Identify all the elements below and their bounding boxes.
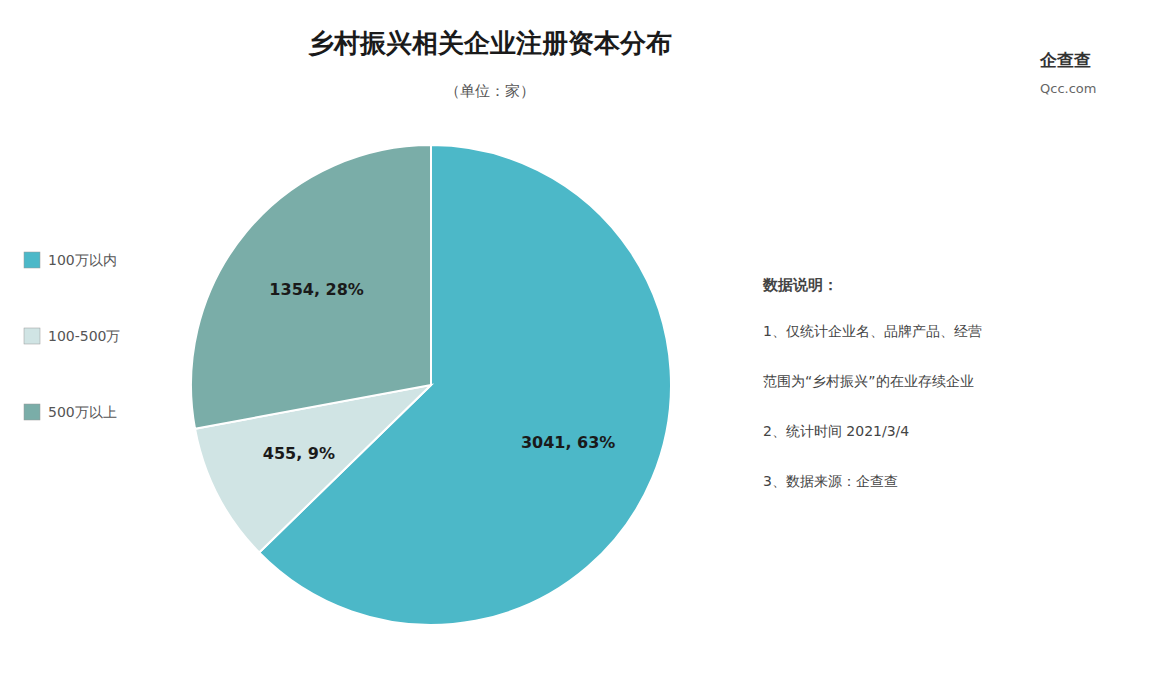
pie <box>191 145 671 625</box>
legend-item: 100万以内 <box>24 252 117 268</box>
legend-label: 100万以内 <box>48 252 117 268</box>
data-label: 3041, 63% <box>521 433 615 452</box>
legend-swatch <box>24 252 40 268</box>
legend-swatch <box>24 328 40 344</box>
data-label: 455, 9% <box>263 444 335 463</box>
chart: 乡村振兴相关企业注册资本分布 （单位：家） 3041, 63% 455, 9% 1354… <box>0 0 1165 686</box>
legend-swatch <box>24 404 40 420</box>
logo: 企查查 Qcc.com <box>1039 50 1096 96</box>
note-line: 范围为“乡村振兴”的在业存续企业 <box>763 373 974 389</box>
note-line: 3、数据来源：企查查 <box>763 473 898 489</box>
legend-label: 500万以上 <box>48 404 117 420</box>
notes-title: 数据说明： <box>762 276 838 294</box>
data-label: 1354, 28% <box>269 280 363 299</box>
logo-text: 企查查 <box>1039 50 1091 70</box>
legend-item: 500万以上 <box>24 404 117 420</box>
subtitle: （单位：家） <box>445 82 535 100</box>
legend-label: 100-500万 <box>48 328 121 344</box>
legend-item: 100-500万 <box>24 328 121 344</box>
data-labels: 3041, 63% 455, 9% 1354, 28% <box>263 280 616 463</box>
notes: 数据说明： 1、仅统计企业名、品牌产品、经营范围为“乡村振兴”的在业存续企业 2、统… <box>762 276 982 489</box>
pie-slice <box>191 145 431 429</box>
note-line: 1、仅统计企业名、品牌产品、经营 <box>763 323 982 339</box>
note-line: 2、统计时间 2021/3/4 <box>763 423 909 439</box>
title: 乡村振兴相关企业注册资本分布 <box>308 28 672 58</box>
logo-text: Qcc.com <box>1040 81 1096 96</box>
legend: 100万以内 100-500万 500万以上 <box>24 252 121 420</box>
